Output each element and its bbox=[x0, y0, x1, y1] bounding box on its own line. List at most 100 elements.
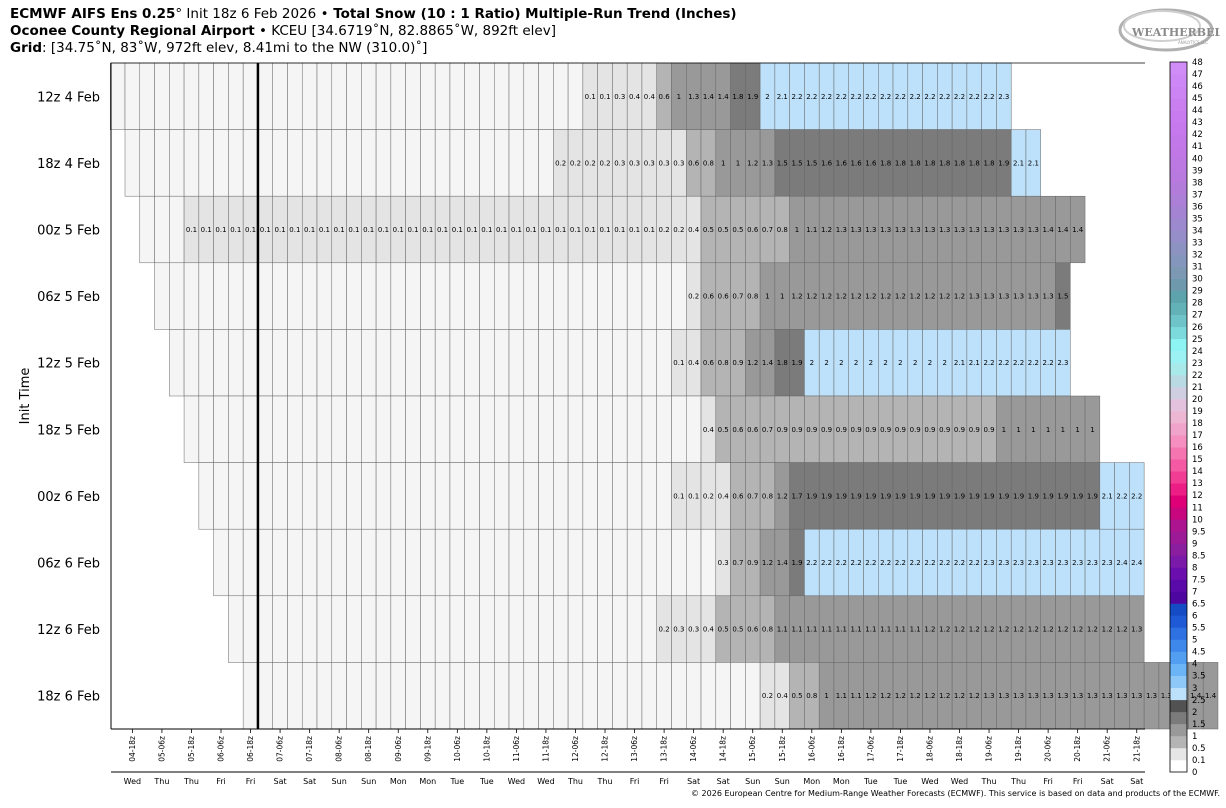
x-day-label: Tue bbox=[449, 777, 464, 786]
cell-value: 0.1 bbox=[585, 93, 596, 101]
heatmap-cell bbox=[242, 329, 259, 397]
colorbar-tick-label: 21 bbox=[1192, 383, 1203, 393]
cell-value: 0.1 bbox=[467, 226, 478, 234]
cell-value: 1.9 bbox=[806, 492, 817, 500]
cell-value: 0.3 bbox=[614, 93, 625, 101]
x-tick-label: 19-18z bbox=[1014, 736, 1023, 762]
colorbar-swatch bbox=[1170, 254, 1187, 267]
colorbar-swatch bbox=[1170, 663, 1187, 677]
colorbar-swatch bbox=[1170, 423, 1187, 436]
heatmap-cell bbox=[715, 662, 731, 730]
heatmap-cell bbox=[420, 528, 436, 597]
heatmap-cell bbox=[508, 395, 525, 463]
cell-value: 1.9 bbox=[969, 492, 980, 500]
cell-value: 2.2 bbox=[851, 93, 862, 101]
heatmap-cell bbox=[242, 462, 259, 530]
cell-value: 0.7 bbox=[762, 226, 773, 234]
cell-value: 2.2 bbox=[791, 93, 802, 101]
cell-value: 0.6 bbox=[718, 293, 730, 301]
cell-value: 1.2 bbox=[1028, 626, 1039, 634]
heatmap-cell bbox=[553, 662, 569, 730]
colorbar-swatch bbox=[1170, 182, 1187, 195]
cell-value: 1.9 bbox=[998, 159, 1009, 167]
cell-value: 2.2 bbox=[821, 93, 832, 101]
heatmap-cell bbox=[331, 329, 347, 397]
heatmap-cell bbox=[567, 662, 584, 730]
grid-label: Grid bbox=[10, 40, 43, 56]
cell-value: 1.3 bbox=[1028, 692, 1039, 700]
cell-value: 1 bbox=[1031, 426, 1035, 434]
heatmap-cell bbox=[375, 129, 392, 197]
y-tick-label: 18z 4 Feb bbox=[37, 157, 100, 172]
heatmap-cell bbox=[612, 329, 628, 397]
x-tick-label: 18-06z bbox=[925, 736, 934, 762]
cell-value: 1.5 bbox=[777, 159, 788, 167]
heatmap-cell bbox=[301, 395, 318, 463]
cell-value: 1 bbox=[824, 692, 828, 700]
heatmap-cell bbox=[597, 329, 613, 397]
cell-value: 1.6 bbox=[865, 159, 877, 167]
heatmap-cell bbox=[538, 662, 554, 730]
colorbar-tick-label: 9.5 bbox=[1192, 527, 1206, 537]
colorbar-tick-label: 15 bbox=[1192, 455, 1203, 465]
heatmap-cell bbox=[626, 262, 643, 330]
cell-value: 1.7 bbox=[791, 492, 802, 500]
cell-value: 2.2 bbox=[969, 559, 980, 567]
heatmap-cell bbox=[301, 595, 318, 663]
colorbar-tick-label: 43 bbox=[1192, 118, 1203, 128]
cell-value: 0.4 bbox=[688, 226, 700, 234]
cell-value: 2.2 bbox=[806, 559, 817, 567]
cell-value: 2.2 bbox=[851, 559, 862, 567]
y-tick-label: 00z 6 Feb bbox=[37, 490, 100, 505]
heatmap-cell bbox=[139, 195, 155, 264]
cell-value: 0.9 bbox=[747, 559, 758, 567]
cell-value: 2 bbox=[928, 359, 932, 367]
chart-title-line-2: Oconee County Regional Airport • KCEU [3… bbox=[10, 23, 556, 39]
colorbar-swatch bbox=[1170, 170, 1187, 183]
colorbar-swatch bbox=[1170, 290, 1187, 303]
heatmap-cell bbox=[464, 129, 480, 197]
heatmap-cell bbox=[567, 395, 584, 463]
colorbar-tick-label: 1.5 bbox=[1192, 720, 1206, 730]
cell-value: 0.9 bbox=[939, 426, 950, 434]
cell-value: 1.1 bbox=[851, 626, 862, 634]
x-tick-label: 05-18z bbox=[187, 736, 196, 762]
title-separator: • bbox=[320, 6, 329, 22]
cell-value: 2.2 bbox=[924, 93, 935, 101]
heatmap-cell bbox=[523, 395, 539, 463]
heatmap-cell bbox=[346, 528, 362, 597]
colorbar-swatch bbox=[1170, 543, 1187, 556]
heatmap-cell bbox=[287, 262, 303, 330]
cell-value: 0.1 bbox=[422, 226, 433, 234]
heatmap-cell bbox=[154, 62, 170, 130]
colorbar-swatch bbox=[1170, 747, 1187, 761]
cell-value-labels: 0.1 0.1 0.3 0.4 0.4 0.6 1 1.3 1.4 1.4 1.8 1.9 2 2.1 2.… bbox=[186, 93, 1217, 700]
cell-value: 2 bbox=[898, 359, 902, 367]
cell-value: 2 bbox=[765, 93, 769, 101]
x-day-label: Mon bbox=[390, 777, 407, 786]
heatmap-cell bbox=[331, 129, 347, 197]
heatmap-cell bbox=[420, 329, 436, 397]
cell-value: 0.4 bbox=[718, 492, 730, 500]
x-day-label: Wed bbox=[124, 777, 141, 786]
cell-value: 0.2 bbox=[659, 226, 670, 234]
heatmap-cell bbox=[375, 62, 392, 130]
heatmap-cell bbox=[656, 395, 672, 463]
heatmap-cell bbox=[420, 395, 436, 463]
colorbar-swatch bbox=[1170, 134, 1187, 147]
x-tick-label: 07-06z bbox=[276, 736, 285, 762]
cell-value: 2.1 bbox=[1013, 159, 1024, 167]
cell-value: 1 bbox=[1090, 426, 1094, 434]
cell-value: 0.2 bbox=[659, 626, 670, 634]
colorbar-swatch bbox=[1170, 194, 1187, 207]
heatmap-cell bbox=[641, 528, 657, 597]
colorbar-tick-label: 45 bbox=[1192, 94, 1203, 104]
cell-value: 1 bbox=[795, 226, 799, 234]
colorbar-tick-label: 32 bbox=[1192, 251, 1203, 261]
cell-value: 0.2 bbox=[555, 159, 566, 167]
cell-value: 1.3 bbox=[1013, 692, 1024, 700]
cell-value: 1.3 bbox=[1102, 692, 1113, 700]
colorbar-swatch bbox=[1170, 398, 1187, 412]
heatmap-cell bbox=[597, 395, 613, 463]
cell-value: 1.2 bbox=[777, 492, 788, 500]
